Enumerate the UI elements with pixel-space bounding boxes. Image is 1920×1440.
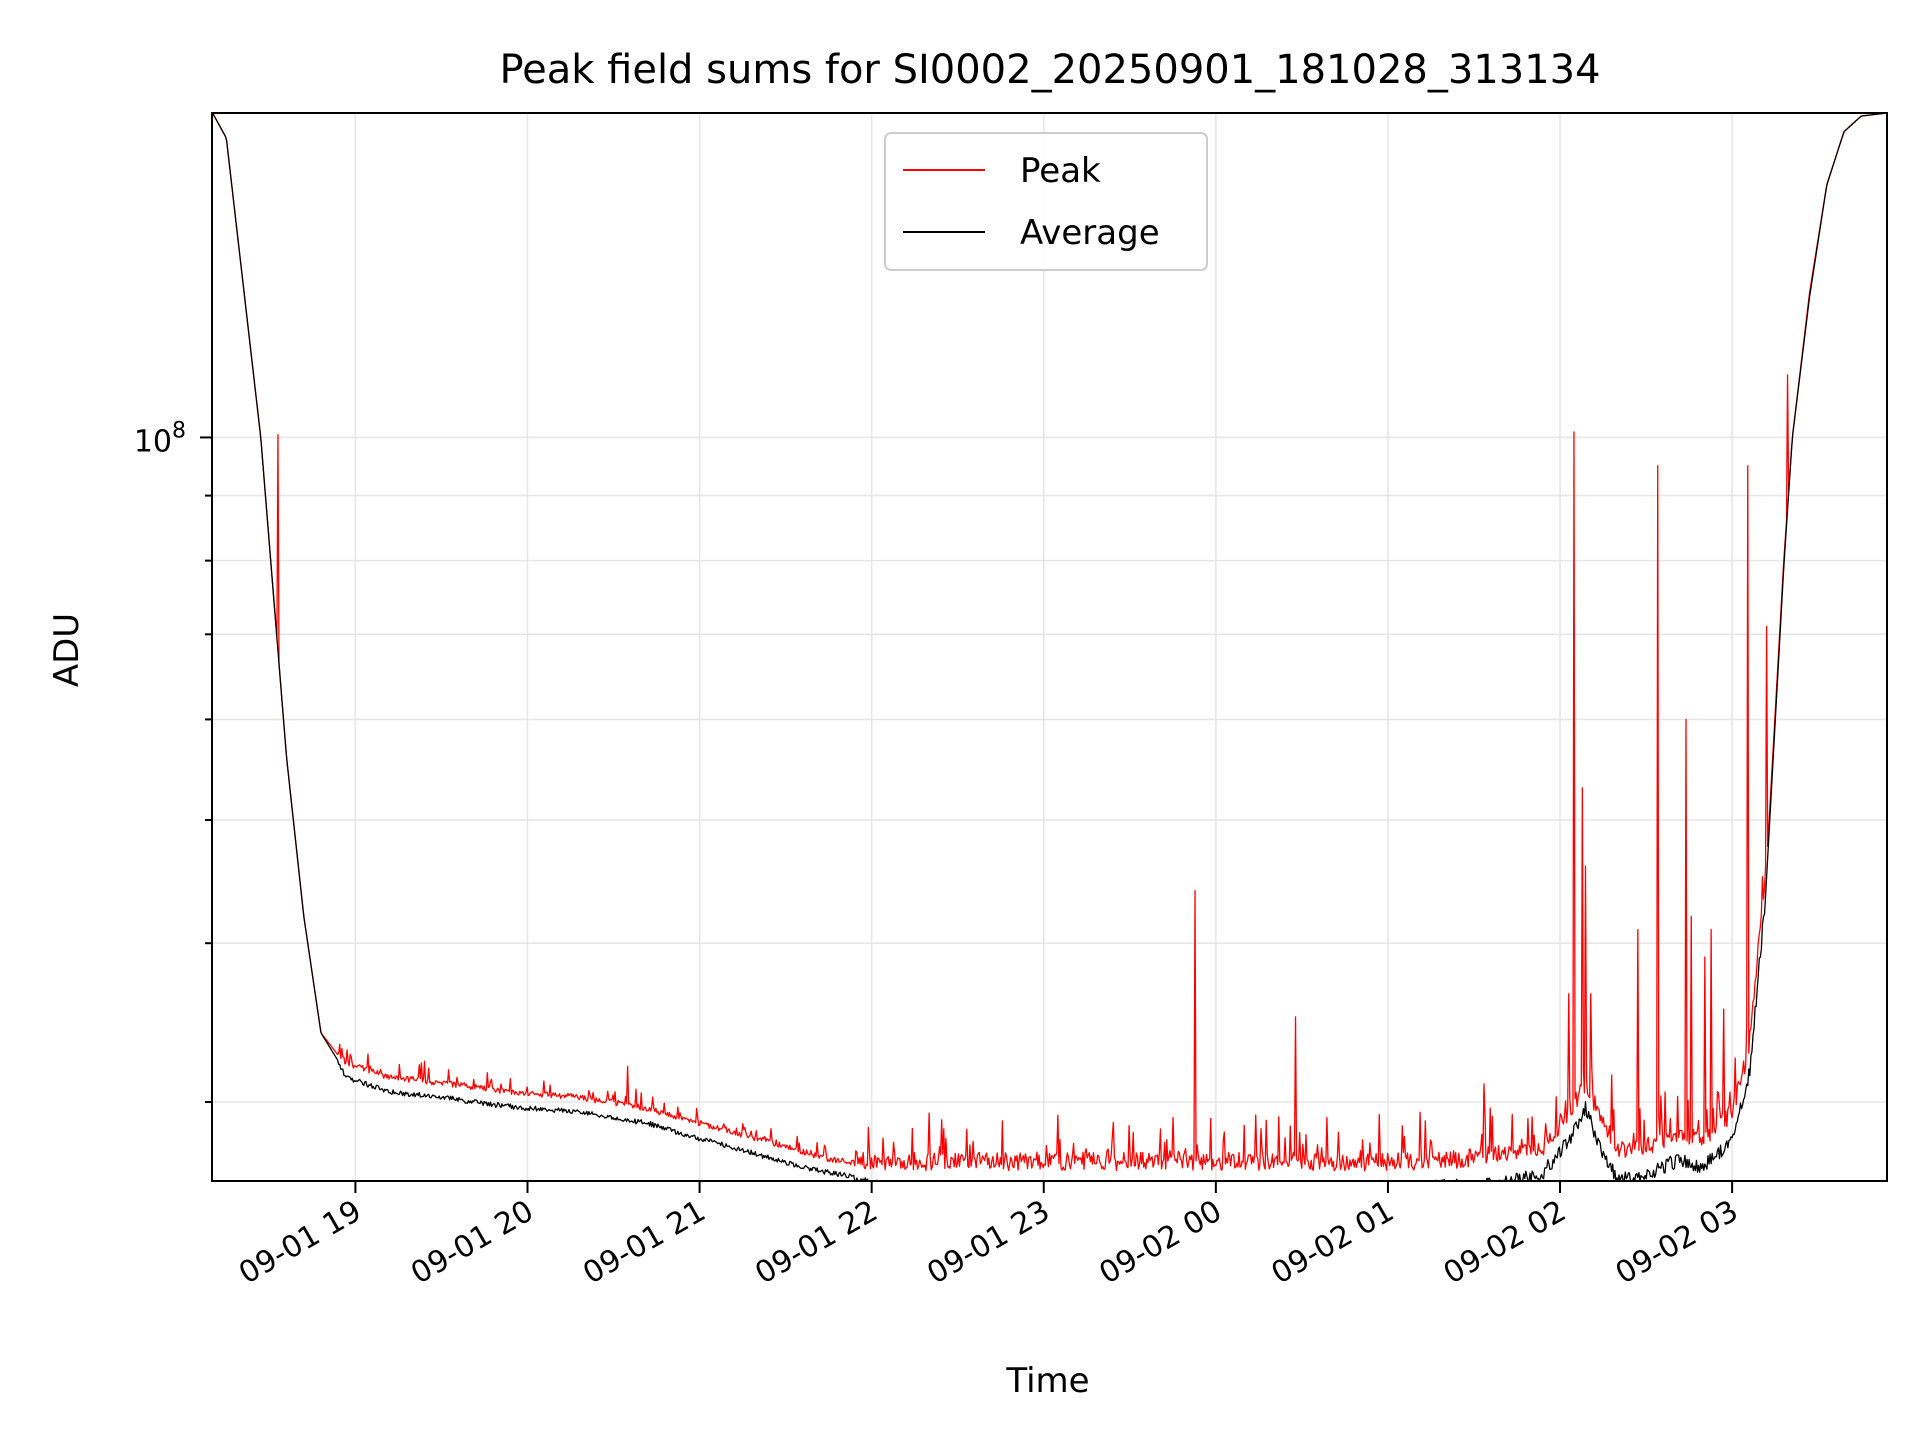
chart-title: Peak field sums for SI0002_20250901_1810… [499, 47, 1600, 93]
y-tick-label: 108 [134, 418, 186, 459]
plot-frame [211, 112, 1888, 1182]
legend: Peak Average [884, 132, 1208, 271]
y-axis-label: ADU [47, 613, 87, 687]
grid-lines [212, 113, 1887, 1181]
legend-average-label: Average [1020, 213, 1160, 253]
x-axis-label: Time [1005, 1361, 1089, 1401]
legend-box [884, 132, 1208, 271]
series-line-peak [211, 112, 1888, 1172]
legend-peak-label: Peak [1020, 151, 1101, 191]
y-axis: 108 [134, 418, 212, 1104]
